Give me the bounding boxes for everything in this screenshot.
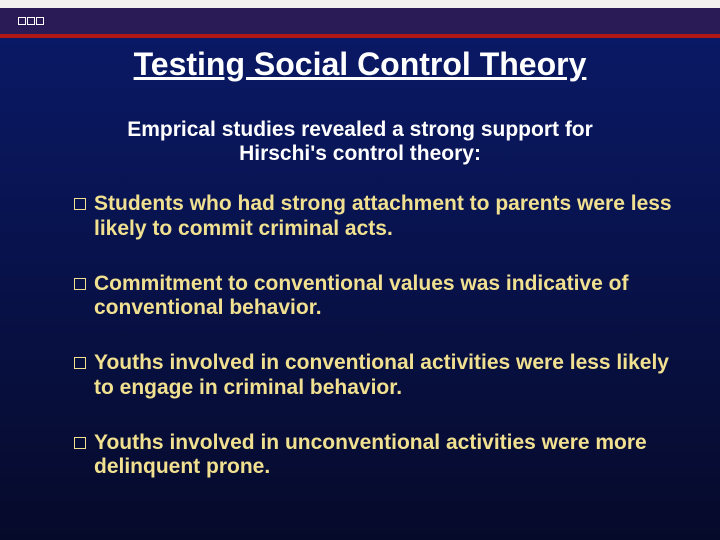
- slide-subtitle: Emprical studies revealed a strong suppo…: [0, 118, 720, 166]
- bullet-square-icon: [74, 278, 86, 290]
- decor-square-icon: [36, 17, 44, 25]
- stripe-red: [0, 34, 720, 38]
- slide: Testing Social Control Theory Emprical s…: [0, 0, 720, 540]
- stripe-white: [0, 0, 720, 8]
- decor-square-icon: [27, 17, 35, 25]
- bullet-text: Youths involved in conventional activiti…: [94, 351, 688, 401]
- bullet-list: Students who had strong attachment to pa…: [74, 192, 688, 480]
- bullet-square-icon: [74, 437, 86, 449]
- decor-square-icon: [18, 17, 26, 25]
- list-item: Youths involved in conventional activiti…: [74, 351, 688, 401]
- top-decor: [0, 0, 720, 38]
- bullet-text: Youths involved in unconventional activi…: [94, 431, 688, 481]
- slide-title: Testing Social Control Theory: [0, 46, 720, 83]
- subtitle-line: Hirschi's control theory:: [239, 142, 481, 165]
- bullet-text: Commitment to conventional values was in…: [94, 272, 688, 322]
- bullet-square-icon: [74, 198, 86, 210]
- bullet-square-icon: [74, 357, 86, 369]
- list-item: Commitment to conventional values was in…: [74, 272, 688, 322]
- subtitle-line: Emprical studies revealed a strong suppo…: [127, 118, 593, 141]
- bullet-text: Students who had strong attachment to pa…: [94, 192, 688, 242]
- list-item: Youths involved in unconventional activi…: [74, 431, 688, 481]
- stripe-dark: [0, 8, 720, 34]
- list-item: Students who had strong attachment to pa…: [74, 192, 688, 242]
